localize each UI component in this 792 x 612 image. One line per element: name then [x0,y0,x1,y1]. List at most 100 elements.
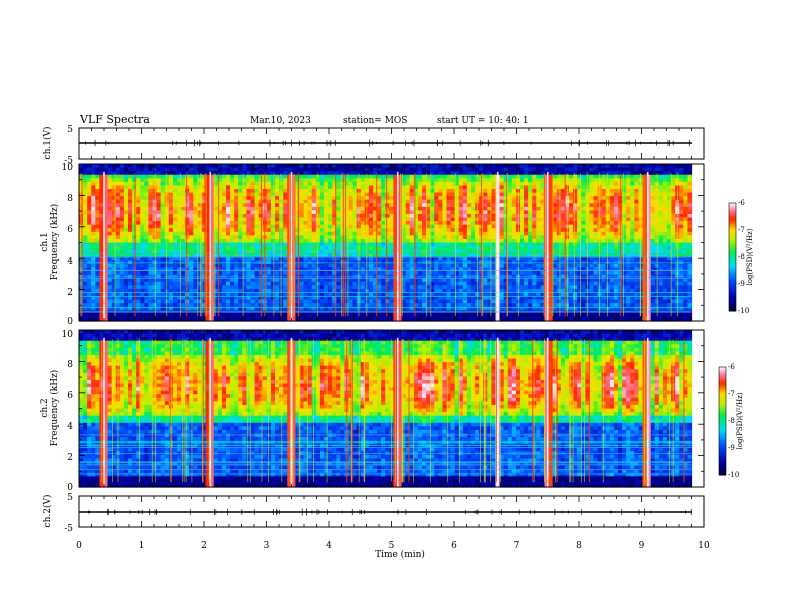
ch1_spec-cell [413,192,419,197]
ch1_spec-cell [205,231,211,236]
ch1_spec-cell [185,303,190,308]
ch1_spec-cell [360,317,366,322]
ch1_spec-cell [148,228,154,233]
ch1_spec-cell [266,178,272,183]
ch1_spec-cell [275,263,280,269]
ch1_spec-cell [168,296,174,301]
ch1_spec-cell [128,174,133,179]
ch1_spec-cell [303,210,309,215]
ch1_spec-cell [87,306,92,311]
ch1_spec-cell [275,288,280,294]
ch1_spec-cell [275,271,280,276]
ch1_spec-cell [319,267,325,272]
ch1_spec-cell [417,267,423,272]
ch1_spec-cell [413,281,419,286]
ch1_spec-cell [201,296,207,301]
ch1_spec-cell [385,171,390,176]
ch1_spec-cell [446,192,452,197]
ch1_spec-cell [515,317,521,322]
ch1_spec-cell [95,217,101,222]
ch1_spec-cell [413,292,419,297]
ch1_spec-cell [442,281,448,286]
ch1_spec-cell [156,174,162,179]
ch1_spec-cell [181,164,186,169]
ch1_spec-cell [319,203,325,208]
ch1_spec-cell [328,231,333,236]
ch1_spec-cell [430,228,435,233]
ch1_spec-cell [401,181,407,187]
ch1_spec-cell [393,288,399,294]
ch1_spec-cell [417,210,423,215]
ch1_spec-cell [123,224,129,229]
ch1_spec-cell [193,181,199,187]
ch1_spec-cell [434,206,439,211]
ch1_spec-cell [417,253,423,258]
ch1_spec-cell [524,167,529,172]
ch1_spec-cell [160,249,166,254]
ch1_spec-cell [99,199,105,204]
ch1_spec-cell [352,203,358,208]
ch1_spec-cell [87,242,92,247]
ch1_spec-cell [152,303,158,308]
ch1_spec-cell [136,228,141,233]
ch1_spec-cell [471,192,476,197]
ch1_spec-cell [197,167,203,172]
ch1_spec-cell [123,228,129,233]
ch1_spec-cell [348,224,354,229]
ch1_spec-cell [426,224,431,229]
ch1_spec-cell [507,256,513,261]
ch1_spec-cell [336,299,341,304]
ch1_spec-cell [401,199,407,204]
ch1_spec-cell [221,224,227,229]
ch1_spec-cell [299,203,305,208]
ch1_spec-cell [511,278,517,283]
ch1_spec-cell [95,271,101,276]
ch1_spec-cell [177,221,182,226]
ch1_spec-cell [295,210,301,215]
ch1_spec-cell [348,228,354,233]
ch1_spec-cell [119,299,125,304]
ch1_spec-cell [307,210,313,215]
ch1_spec-cell [393,217,399,222]
ch1_spec-cell [360,224,366,229]
ch1_spec-cell [319,271,325,276]
ch1_spec-cell [115,299,121,304]
ch1_spec-cell [458,221,464,226]
ch1_spec-cell [405,238,411,244]
ch1_spec-cell [373,185,378,190]
ch1_spec-cell [160,299,166,304]
ch1_spec-cell [520,164,525,169]
ch1_spec-cell [275,317,280,322]
ch1_spec-cell [389,235,395,240]
ch1_spec-cell [152,178,158,183]
ch1_spec-cell [352,249,358,254]
ch1_spec-cell [401,228,407,233]
ch1_spec-cell [405,228,411,233]
ch1_spec-cell [368,181,374,187]
ch1_spec-cell [128,263,133,269]
ch1_spec-cell [348,260,354,265]
ch1_spec-cell [360,217,366,222]
ch1_spec-cell [381,278,386,283]
ch1_spec-cell [303,231,309,236]
ch1_spec-cell [242,281,248,286]
ch1_spec-cell [177,167,182,172]
ch1_spec-cell [144,303,150,308]
ch1-spectrogram-panel: 0 2 4 6 8 10 ch.1 Frequency (kHz) -6 -7 … [40,163,754,327]
ch1_spec-cell [270,317,276,322]
ch1_spec-cell [385,263,390,269]
ch1_spec-cell [115,288,121,294]
ch1_spec-cell [189,256,194,261]
ch1_spec-cell [283,167,288,172]
ch1_spec-cell [266,221,272,226]
ch1_spec-cell [283,249,288,254]
ch1_spec-cell [438,263,444,269]
ch1_spec-cell [450,263,456,269]
ch1_spec-cell [397,196,403,201]
ch1_spec-cell [197,271,203,276]
ch1_spec-cell [507,164,513,169]
ch1_spec-cell [311,292,317,297]
ch1_spec-cell [246,181,252,187]
ch1_spec-cell [266,281,272,286]
ch1_spec-cell [279,196,284,201]
